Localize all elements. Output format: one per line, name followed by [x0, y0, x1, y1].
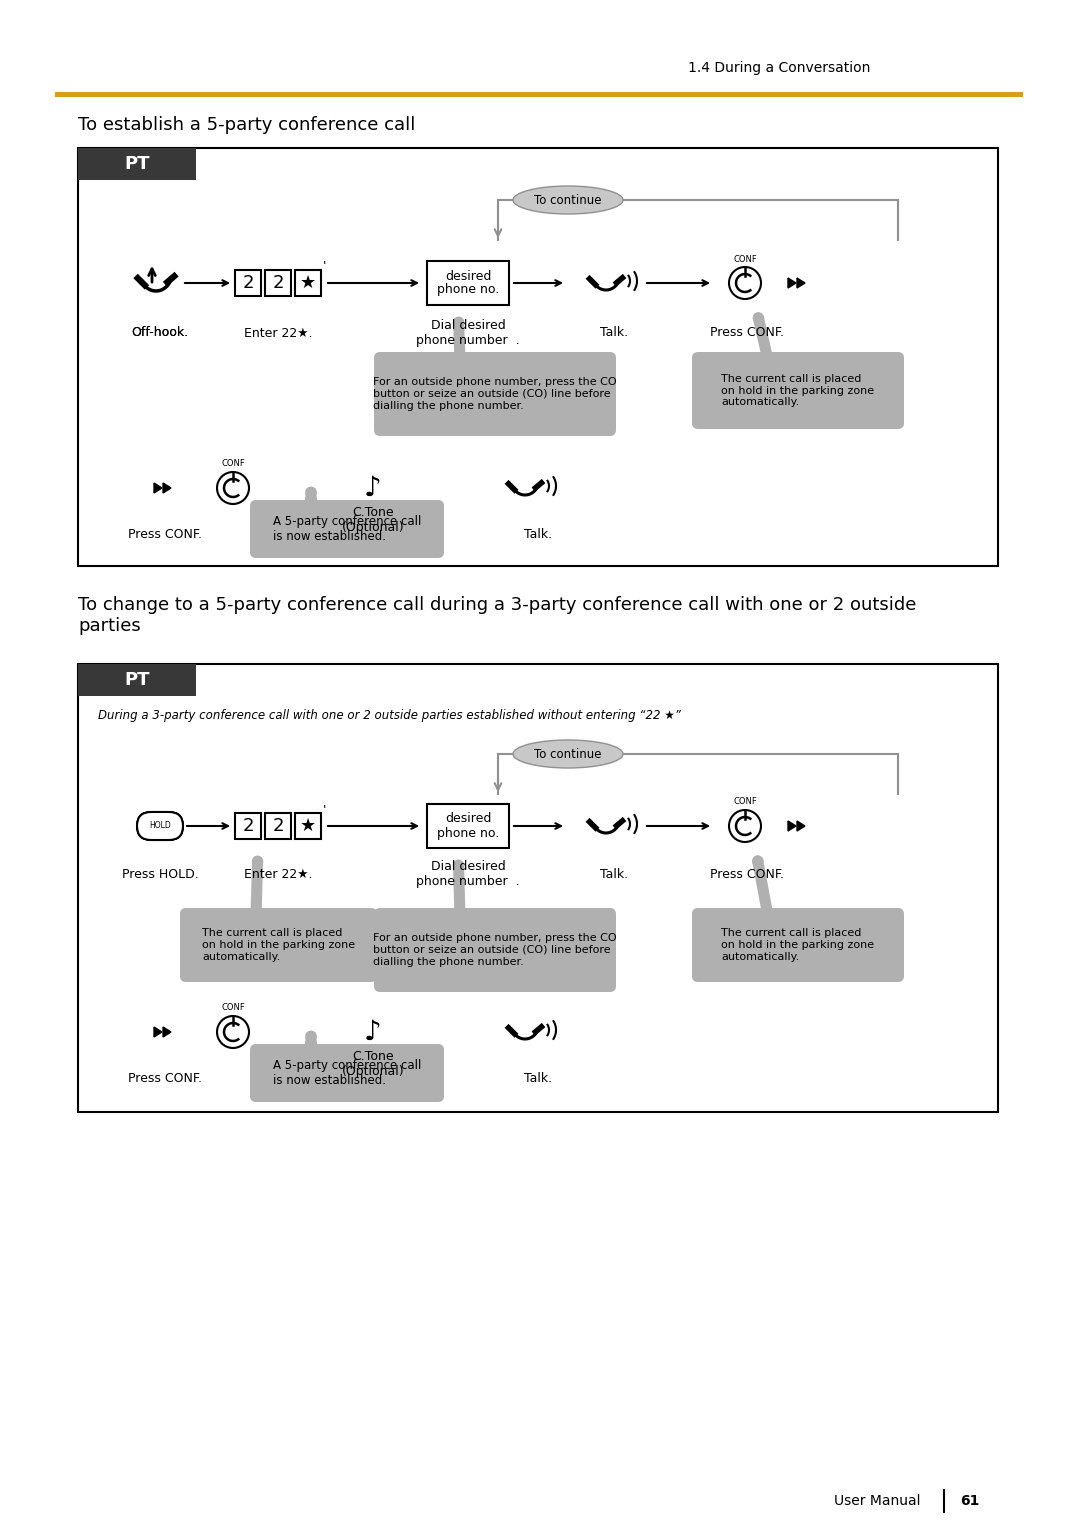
- Polygon shape: [163, 1027, 171, 1038]
- Bar: [265, 813, 291, 839]
- Text: Off-hook.: Off-hook.: [132, 327, 189, 339]
- Bar: [78, 665, 998, 1112]
- Text: ★: ★: [300, 817, 316, 834]
- Text: Talk.: Talk.: [524, 527, 552, 541]
- Bar: [265, 270, 291, 296]
- Text: 1.4 During a Conversation: 1.4 During a Conversation: [688, 61, 870, 75]
- Text: Press HOLD.: Press HOLD.: [122, 868, 199, 880]
- Ellipse shape: [513, 740, 623, 769]
- Polygon shape: [797, 278, 805, 287]
- FancyBboxPatch shape: [249, 1044, 444, 1102]
- Text: The current call is placed
on hold in the parking zone
automatically.: The current call is placed on hold in th…: [202, 929, 355, 961]
- Text: Enter 22★.: Enter 22★.: [244, 868, 312, 880]
- Bar: [78, 148, 195, 180]
- Text: CONF: CONF: [733, 798, 757, 807]
- Text: For an outside phone number, press the CO
button or seize an outside (CO) line b: For an outside phone number, press the C…: [374, 934, 617, 967]
- Text: A 5-party conference call
is now established.: A 5-party conference call is now establi…: [273, 515, 421, 542]
- Text: Press CONF.: Press CONF.: [710, 868, 784, 880]
- Bar: [78, 665, 195, 695]
- Text: ': ': [323, 804, 327, 816]
- Text: phone no.: phone no.: [437, 827, 499, 839]
- Text: Off-hook.: Off-hook.: [132, 327, 189, 339]
- FancyBboxPatch shape: [137, 811, 183, 840]
- Text: desired: desired: [445, 269, 491, 283]
- Text: For an outside phone number, press the CO
button or seize an outside (CO) line b: For an outside phone number, press the C…: [374, 377, 617, 411]
- Text: ': ': [323, 260, 327, 274]
- Text: ♪: ♪: [364, 474, 382, 503]
- FancyBboxPatch shape: [692, 351, 904, 429]
- Text: To continue: To continue: [535, 194, 602, 206]
- Text: HOLD: HOLD: [149, 821, 171, 830]
- Text: 2: 2: [242, 817, 254, 834]
- Text: ★: ★: [300, 274, 316, 292]
- Text: User Manual: User Manual: [834, 1494, 920, 1508]
- Polygon shape: [797, 821, 805, 831]
- Text: To change to a 5-party conference call during a 3-party conference call with one: To change to a 5-party conference call d…: [78, 596, 916, 634]
- FancyBboxPatch shape: [137, 811, 183, 840]
- Polygon shape: [163, 483, 171, 494]
- Bar: [427, 261, 509, 306]
- FancyBboxPatch shape: [180, 908, 377, 983]
- Text: PT: PT: [124, 154, 150, 173]
- Circle shape: [729, 267, 761, 299]
- Text: Enter 22★.: Enter 22★.: [244, 327, 312, 339]
- Ellipse shape: [513, 186, 623, 214]
- Text: C.Tone
(Optional): C.Tone (Optional): [341, 506, 404, 533]
- Bar: [55, 92, 1023, 96]
- Bar: [295, 813, 321, 839]
- Circle shape: [217, 1016, 249, 1048]
- Text: CONF: CONF: [221, 1004, 245, 1013]
- Text: Dial desired
phone number  .: Dial desired phone number .: [416, 319, 519, 347]
- Text: Press CONF.: Press CONF.: [129, 527, 202, 541]
- Circle shape: [217, 472, 249, 504]
- Bar: [78, 148, 998, 565]
- Text: PT: PT: [124, 671, 150, 689]
- Text: 61: 61: [960, 1494, 980, 1508]
- Polygon shape: [788, 278, 796, 287]
- Text: desired: desired: [445, 813, 491, 825]
- Bar: [235, 813, 261, 839]
- Text: Talk.: Talk.: [599, 868, 629, 880]
- Text: HOLD: HOLD: [151, 813, 170, 819]
- Text: C.Tone
(Optional): C.Tone (Optional): [341, 1050, 404, 1077]
- Text: 2: 2: [272, 817, 284, 834]
- Text: Talk.: Talk.: [524, 1071, 552, 1085]
- Text: HOLD: HOLD: [149, 822, 171, 831]
- Text: The current call is placed
on hold in the parking zone
automatically.: The current call is placed on hold in th…: [721, 374, 875, 406]
- Text: Press CONF.: Press CONF.: [710, 327, 784, 339]
- FancyBboxPatch shape: [374, 351, 616, 435]
- Text: Press CONF.: Press CONF.: [129, 1071, 202, 1085]
- Polygon shape: [154, 1027, 162, 1038]
- Text: Talk.: Talk.: [599, 327, 629, 339]
- FancyBboxPatch shape: [249, 500, 444, 558]
- Text: To continue: To continue: [535, 747, 602, 761]
- Polygon shape: [788, 821, 796, 831]
- Bar: [427, 804, 509, 848]
- Text: CONF: CONF: [733, 255, 757, 263]
- Text: To establish a 5-party conference call: To establish a 5-party conference call: [78, 116, 416, 134]
- Text: During a 3-party conference call with one or 2 outside parties established witho: During a 3-party conference call with on…: [98, 709, 680, 723]
- FancyBboxPatch shape: [374, 908, 616, 992]
- Text: The current call is placed
on hold in the parking zone
automatically.: The current call is placed on hold in th…: [721, 929, 875, 961]
- Bar: [295, 270, 321, 296]
- Text: A 5-party conference call
is now established.: A 5-party conference call is now establi…: [273, 1059, 421, 1086]
- FancyBboxPatch shape: [692, 908, 904, 983]
- Text: Dial desired
phone number  .: Dial desired phone number .: [416, 860, 519, 888]
- Text: 2: 2: [272, 274, 284, 292]
- Text: CONF: CONF: [221, 460, 245, 469]
- Text: 2: 2: [242, 274, 254, 292]
- Text: ♪: ♪: [364, 1018, 382, 1047]
- Polygon shape: [154, 483, 162, 494]
- Bar: [235, 270, 261, 296]
- Circle shape: [729, 810, 761, 842]
- Text: phone no.: phone no.: [437, 284, 499, 296]
